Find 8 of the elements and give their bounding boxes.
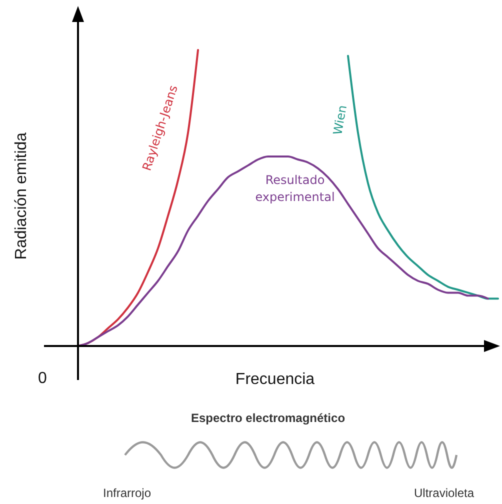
- y-axis-title: Radiación emitida: [13, 132, 31, 260]
- text: Ultravioleta: [414, 486, 474, 500]
- text: Infrarrojo: [103, 486, 152, 500]
- text: Wien: [330, 104, 350, 136]
- text: Espectro electromagnético: [190, 411, 346, 425]
- series-label: Resultado experimental: [255, 173, 335, 204]
- x-axis-title: Frecuencia: [235, 371, 315, 389]
- text: 0: [38, 370, 47, 388]
